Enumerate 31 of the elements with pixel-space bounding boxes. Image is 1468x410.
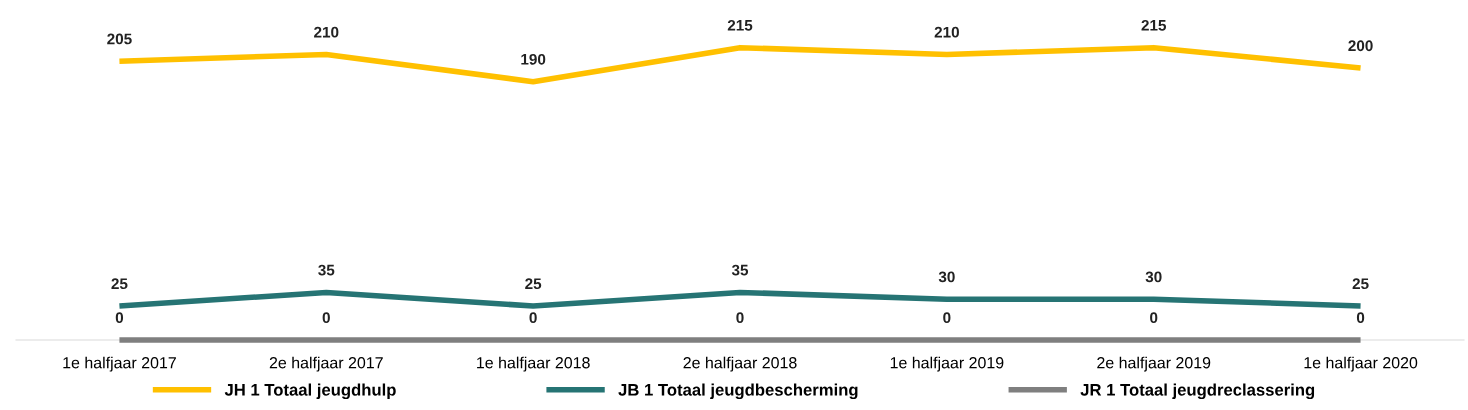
- x-tick-label: 2e halfjaar 2017: [269, 356, 383, 372]
- data-label: 200: [1348, 40, 1373, 52]
- data-label: 205: [107, 33, 132, 45]
- x-tick-label: 2e halfjaar 2018: [683, 356, 797, 372]
- data-label: 0: [1356, 312, 1365, 324]
- data-label: 30: [938, 271, 955, 283]
- x-tick-label: 1e halfjaar 2018: [477, 356, 590, 372]
- data-label: 0: [322, 312, 330, 324]
- data-label: 25: [525, 278, 542, 290]
- x-tick-label: 1e halfjaar 2020: [1304, 356, 1418, 372]
- data-label: 0: [529, 312, 537, 324]
- data-label: 210: [314, 26, 339, 38]
- data-label: 0: [943, 312, 951, 324]
- data-label: 25: [111, 278, 128, 290]
- data-label: 215: [1141, 19, 1167, 31]
- data-label: 0: [736, 312, 744, 324]
- data-label: 35: [318, 264, 335, 276]
- data-label: 210: [934, 26, 959, 38]
- data-label: 190: [521, 53, 546, 65]
- legend-label: JR 1 Totaal jeugdreclassering: [1080, 383, 1315, 400]
- x-tick-label: 1e halfjaar 2019: [890, 356, 1004, 372]
- data-label: 25: [1352, 278, 1369, 290]
- data-label: 35: [731, 264, 749, 276]
- data-label: 30: [1145, 271, 1162, 283]
- data-label: 0: [115, 312, 124, 324]
- data-label: 215: [727, 19, 753, 31]
- legend-label: JB 1 Totaal jeugdbescherming: [618, 383, 858, 400]
- x-tick-label: 1e halfjaar 2017: [63, 356, 176, 372]
- legend-label: JH 1 Totaal jeugdhulp: [224, 383, 396, 400]
- data-label: 0: [1150, 312, 1158, 324]
- x-tick-label: 2e halfjaar 2019: [1097, 356, 1211, 372]
